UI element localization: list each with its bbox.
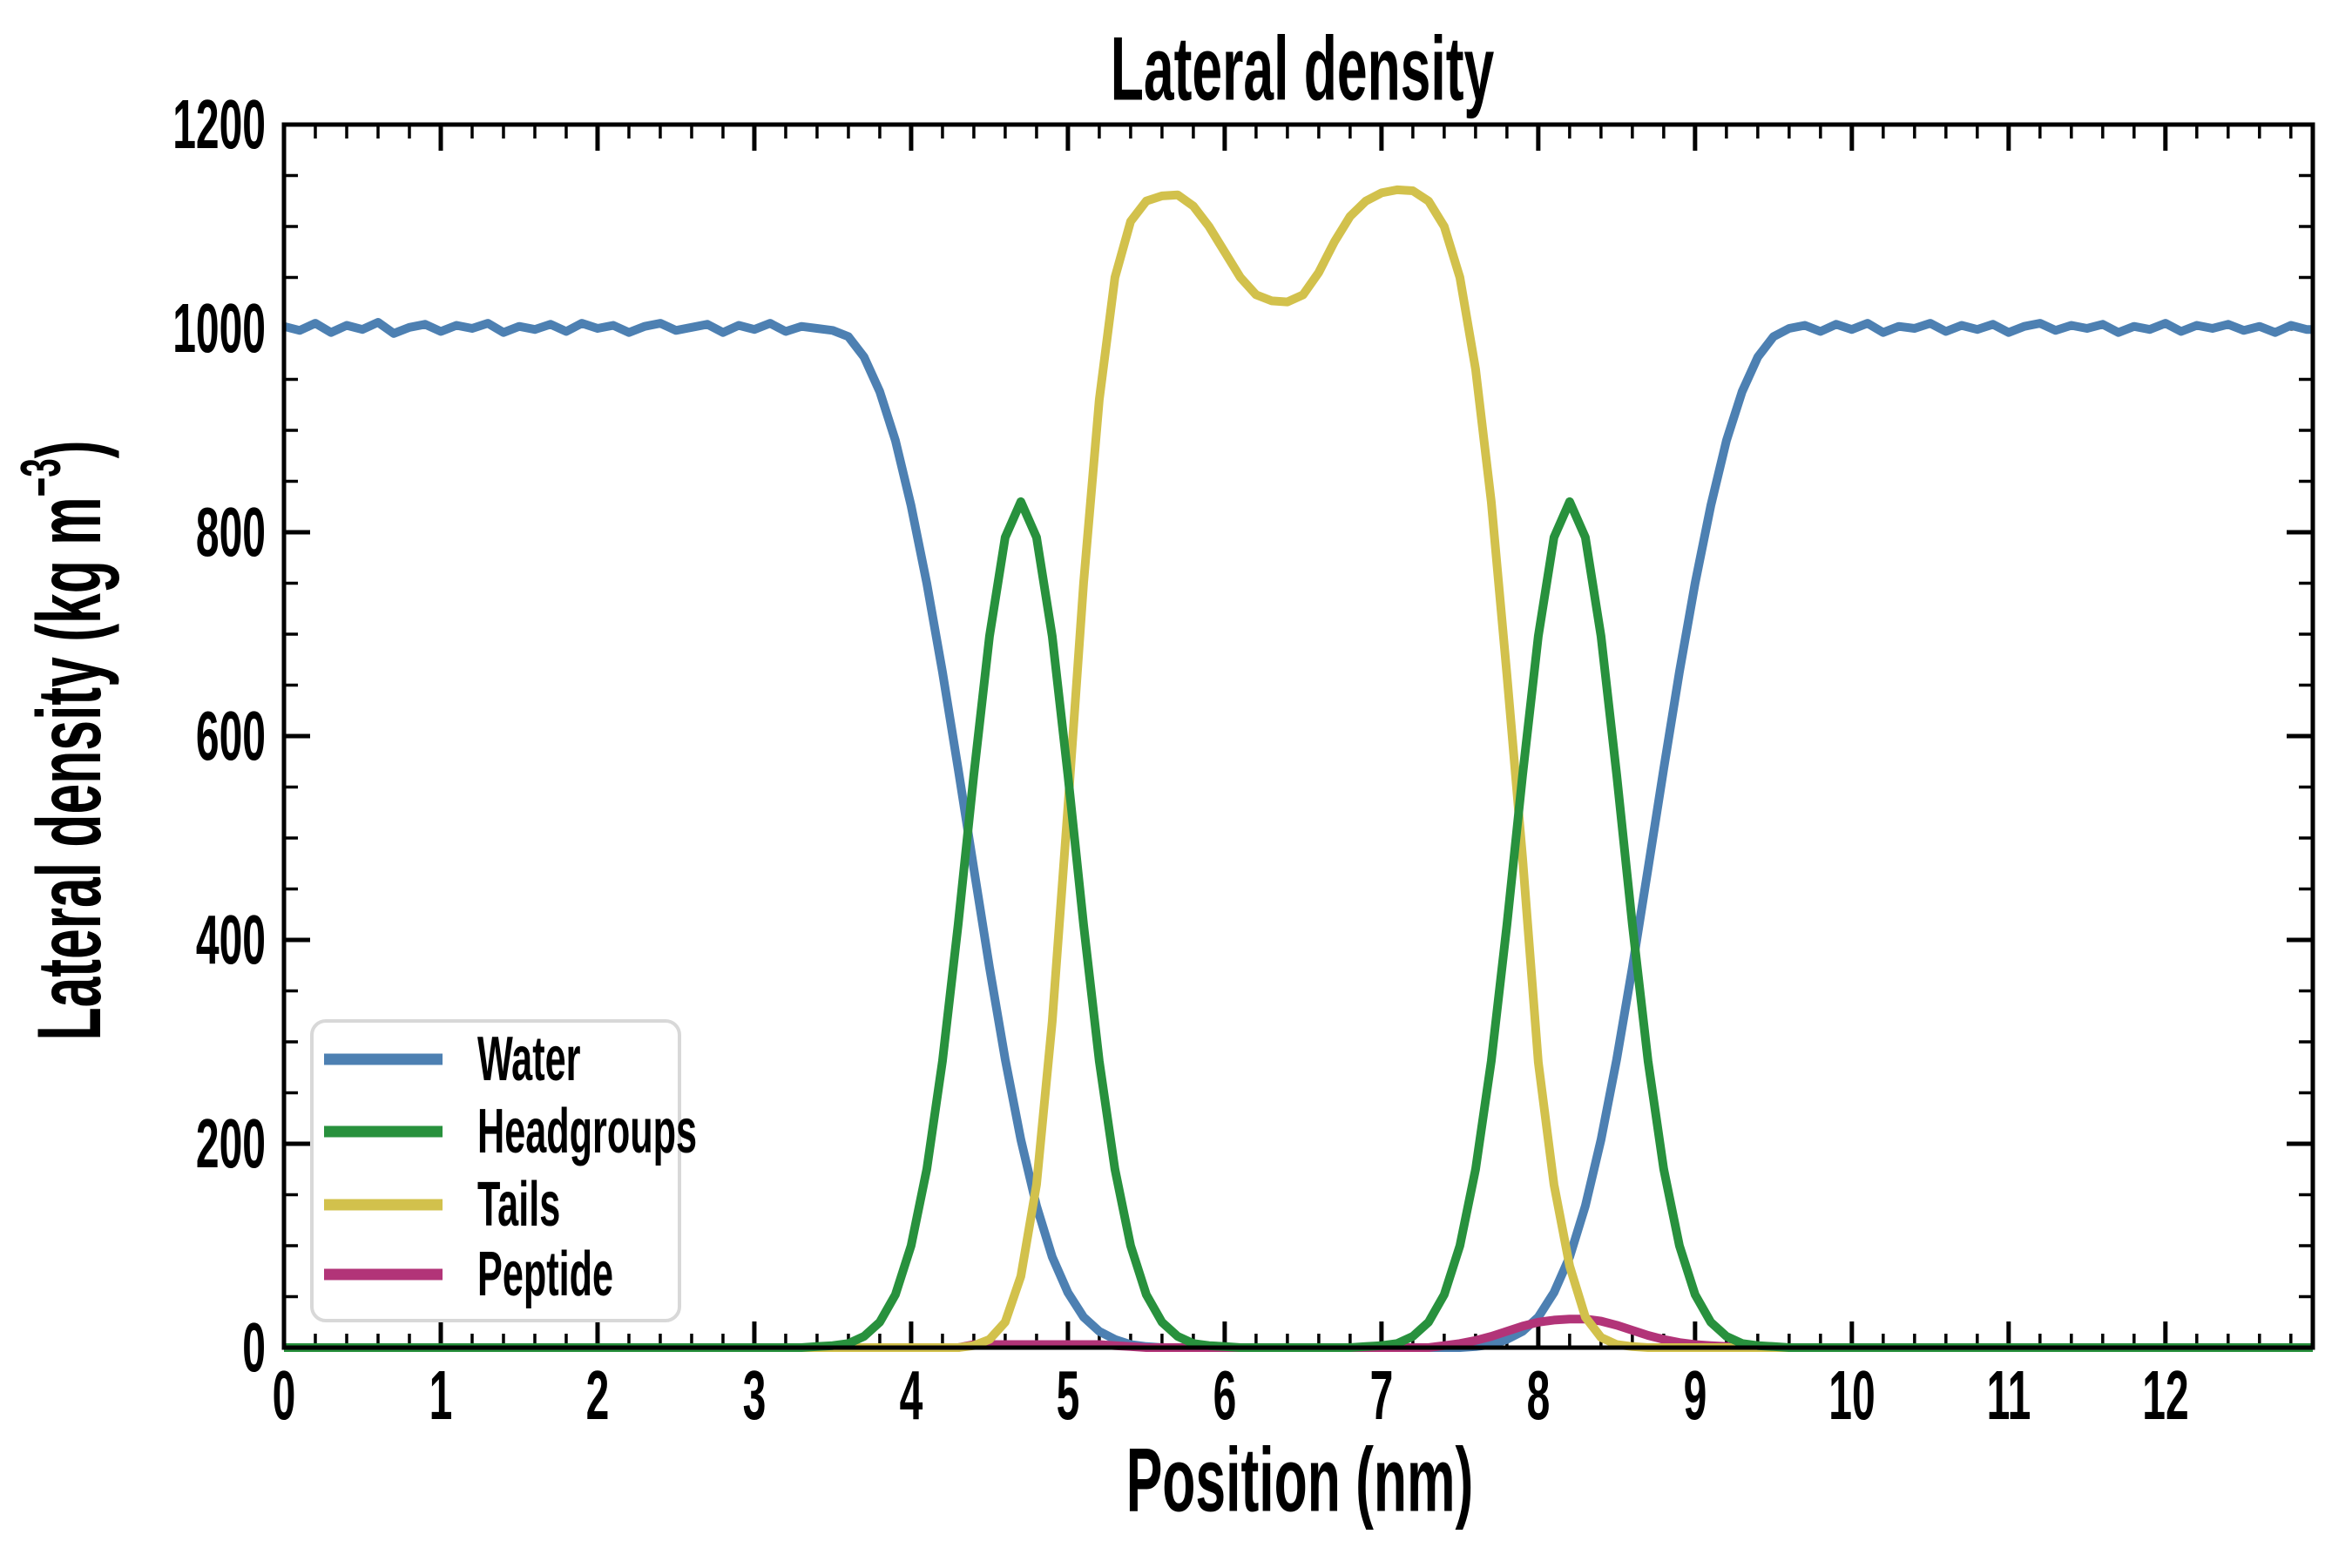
x-tick-label: 9 <box>1683 1356 1707 1434</box>
x-tick-label: 2 <box>585 1356 610 1434</box>
x-tick-label: 3 <box>742 1356 767 1434</box>
legend-item-tails: Tails <box>477 1170 561 1240</box>
x-tick-label: 4 <box>899 1356 923 1434</box>
x-tick-label: 1 <box>429 1356 453 1434</box>
x-tick-label: 5 <box>1056 1356 1080 1434</box>
plot-spines <box>281 122 2315 1350</box>
x-tick-label: 6 <box>1213 1356 1237 1434</box>
x-tick-label: 8 <box>1526 1356 1551 1434</box>
chart-title: Lateral density <box>1110 18 1495 120</box>
x-tick-label: 0 <box>272 1356 296 1434</box>
y-tick-label: 400 <box>195 901 266 978</box>
y-tick-label: 0 <box>242 1308 266 1386</box>
y-tick-label: 800 <box>195 493 266 571</box>
legend-item-water: Water <box>477 1024 581 1094</box>
y-axis-label: Lateral density (kg m−3) <box>10 440 120 1041</box>
y-tick-label: 1000 <box>172 289 266 367</box>
x-tick-label: 10 <box>1828 1356 1876 1434</box>
y-tick-label: 1200 <box>172 85 266 163</box>
legend-item-headgroups: Headgroups <box>477 1097 698 1166</box>
legend-item-peptide: Peptide <box>477 1240 614 1309</box>
x-tick-label: 11 <box>1986 1356 2031 1434</box>
legend-box <box>310 1019 681 1322</box>
x-tick-label: 12 <box>2142 1356 2189 1434</box>
y-tick-label: 600 <box>195 697 266 774</box>
x-axis-label: Position (nm) <box>1125 1429 1474 1531</box>
x-tick-label: 7 <box>1369 1356 1394 1434</box>
y-tick-label: 200 <box>195 1105 266 1182</box>
